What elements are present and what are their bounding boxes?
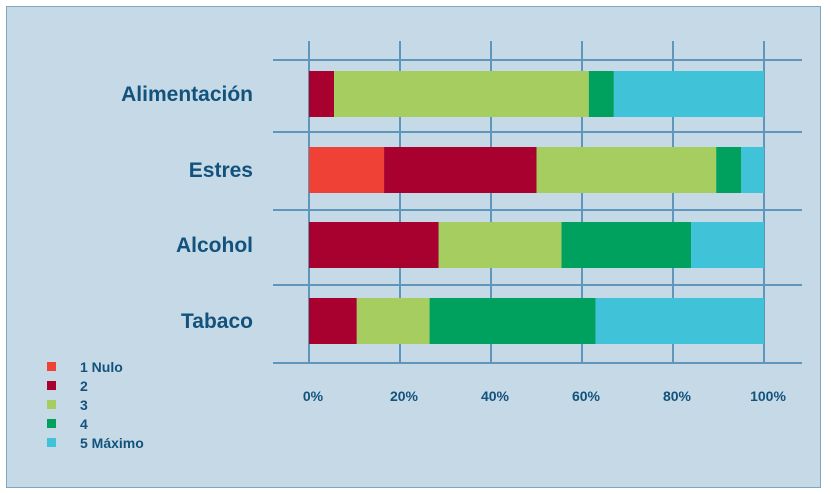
legend-label: 5 Máximo xyxy=(80,435,144,451)
bar-segment-1-0 xyxy=(309,147,385,193)
legend-swatch xyxy=(47,400,56,409)
bar-segment-2-4 xyxy=(691,222,764,268)
x-tick-label: 60% xyxy=(572,388,601,404)
bar-segment-2-1 xyxy=(309,222,439,268)
legend-label: 1 Nulo xyxy=(80,359,123,375)
category-label: Alcohol xyxy=(176,234,253,257)
bar-segment-0-1 xyxy=(309,71,335,117)
legend-label: 3 xyxy=(80,397,88,413)
legend-label: 4 xyxy=(80,416,88,432)
category-label: Estres xyxy=(189,159,253,182)
bar-segment-3-3 xyxy=(429,298,596,344)
x-tick-label: 100% xyxy=(750,388,786,404)
bar-segment-0-3 xyxy=(588,71,614,117)
bar-segment-2-3 xyxy=(561,222,692,268)
legend-swatch xyxy=(47,362,56,371)
x-tick-label: 40% xyxy=(481,388,510,404)
category-label: Alimentación xyxy=(121,83,253,106)
bar-segment-0-4 xyxy=(613,71,764,117)
bar-segment-3-2 xyxy=(356,298,430,344)
bar-segment-3-1 xyxy=(309,298,357,344)
chart-frame: Alimentación Estres Alcohol Tabaco 0% 20% 40% 6… xyxy=(6,6,821,488)
bar-segment-1-1 xyxy=(384,147,537,193)
x-tick-label: 20% xyxy=(390,388,419,404)
bar-segment-1-4 xyxy=(741,147,764,193)
bar-segment-3-4 xyxy=(595,298,764,344)
bar-segment-2-2 xyxy=(438,222,562,268)
x-tick-label: 0% xyxy=(303,388,324,404)
stacked-bar-chart: Alimentación Estres Alcohol Tabaco 0% 20% 40% 6… xyxy=(47,41,802,451)
legend-label: 2 xyxy=(80,378,88,394)
legend-swatch xyxy=(47,438,56,447)
legend-swatch xyxy=(47,381,56,390)
bar-segment-0-2 xyxy=(334,71,589,117)
category-label: Tabaco xyxy=(181,310,253,333)
bar-segment-1-3 xyxy=(716,147,742,193)
legend-swatch xyxy=(47,419,56,428)
x-tick-label: 80% xyxy=(663,388,692,404)
bar-segment-1-2 xyxy=(536,147,717,193)
